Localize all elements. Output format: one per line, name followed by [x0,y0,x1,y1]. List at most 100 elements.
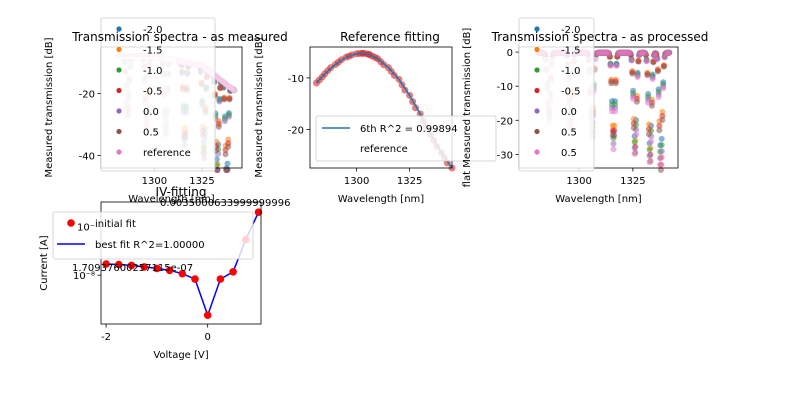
legend-label: 6th R^2 = 0.99894 [360,124,458,135]
legend-marker [534,26,540,32]
initial-fit-point [165,266,174,275]
data-point [630,120,637,127]
data-point [608,80,615,87]
x-tick-label: 1325 [189,176,214,187]
data-point [631,145,638,151]
data-point [611,132,618,139]
legend-marker [534,67,540,73]
y-tick-label: -10 [288,74,304,85]
legend-label: -2.0 [143,25,163,36]
legend-marker [534,108,540,114]
legend-label: initial fit [95,219,136,230]
data-point [223,167,230,173]
data-point [231,87,238,94]
legend-label: -2.0 [561,25,581,36]
legend-box [52,211,254,260]
legend-box [100,17,216,172]
data-point [645,131,652,138]
data-point [613,62,620,69]
legend-marker [534,87,540,94]
legend-marker [116,108,122,114]
initial-fit-point [203,311,212,320]
data-point [631,139,638,146]
chart-title: Transmission spectra - as processed [491,30,709,44]
legend-marker [534,128,540,135]
x-axis-label: Wavelength [nm] [128,194,214,205]
data-point [634,74,641,80]
y-axis-label: Measured transmission [dB] [254,37,265,177]
y-tick-label: -40 [79,152,95,163]
legend-marker [67,219,75,227]
legend-layer [52,17,595,260]
data-point [646,152,653,159]
y-axis-label: Current [A] [39,235,50,290]
y-tick-label: 10⁻ [77,222,95,233]
chart-title: Transmission spectra - as measured [71,30,288,44]
data-point [658,148,665,155]
x-tick-label: -2 [101,332,111,343]
data-point [610,146,617,153]
y-axis-label: flat Measured transmission [dB] [462,28,473,188]
data-point [215,123,222,130]
data-point [666,49,673,56]
data-point [222,151,229,158]
data-point [606,50,612,57]
data-point [645,121,652,128]
y-tick-label: -30 [497,150,513,161]
x-tick-label: 0 [204,332,210,343]
data-point [635,58,642,65]
data-point [217,85,224,92]
data-point [629,70,636,77]
data-point [658,142,665,148]
initial-fit-point [229,268,237,276]
legend-label: 0.0 [143,107,159,118]
initial-fit-point [115,260,123,269]
data-point [221,118,228,125]
legend-label: best fit R^2=1.00000 [95,240,205,251]
data-point [652,50,659,57]
x-tick-label: 1325 [397,176,422,187]
legend-box [315,115,497,162]
data-point [642,50,649,57]
legend-label: reference [360,144,408,155]
data-point [659,117,666,123]
data-point [646,159,653,166]
data-point [645,126,652,133]
y-tick-label: -10 [497,82,513,93]
data-point [658,135,665,142]
data-point [658,154,665,161]
legend-label: -1.0 [561,66,581,77]
data-point [646,146,653,153]
y-tick-label: -20 [497,116,513,127]
legend-label: 0.5 [561,128,577,139]
data-point [655,94,662,101]
initial-fit-point [102,260,110,268]
legend-marker [534,46,540,53]
data-point [221,96,228,103]
x-axis-label: Wavelength [nm] [555,194,641,205]
data-point [656,122,663,129]
data-point [611,122,618,129]
y-tick-label: 0 [507,48,513,59]
data-point [644,72,651,79]
data-point [660,85,667,92]
legend-label: -0.5 [143,87,163,98]
chart-title: Reference fitting [340,30,440,44]
data-point [657,167,664,173]
legend-marker [116,87,122,94]
legend-marker [116,128,122,135]
legend-label: -1.0 [143,66,163,77]
data-point [214,167,221,173]
data-point [612,108,618,115]
x-tick-label: 1300 [344,176,369,187]
data-point [630,124,637,131]
y-axis-label: Measured transmission [dB] [44,37,55,177]
legend-marker [534,149,540,155]
legend-label: 0.5 [143,128,159,139]
initial-fit-point [140,263,148,271]
data-point [659,108,666,115]
data-point [649,76,656,82]
data-point [225,143,232,150]
legend-label: 0.0 [561,107,577,118]
data-point [656,127,663,134]
